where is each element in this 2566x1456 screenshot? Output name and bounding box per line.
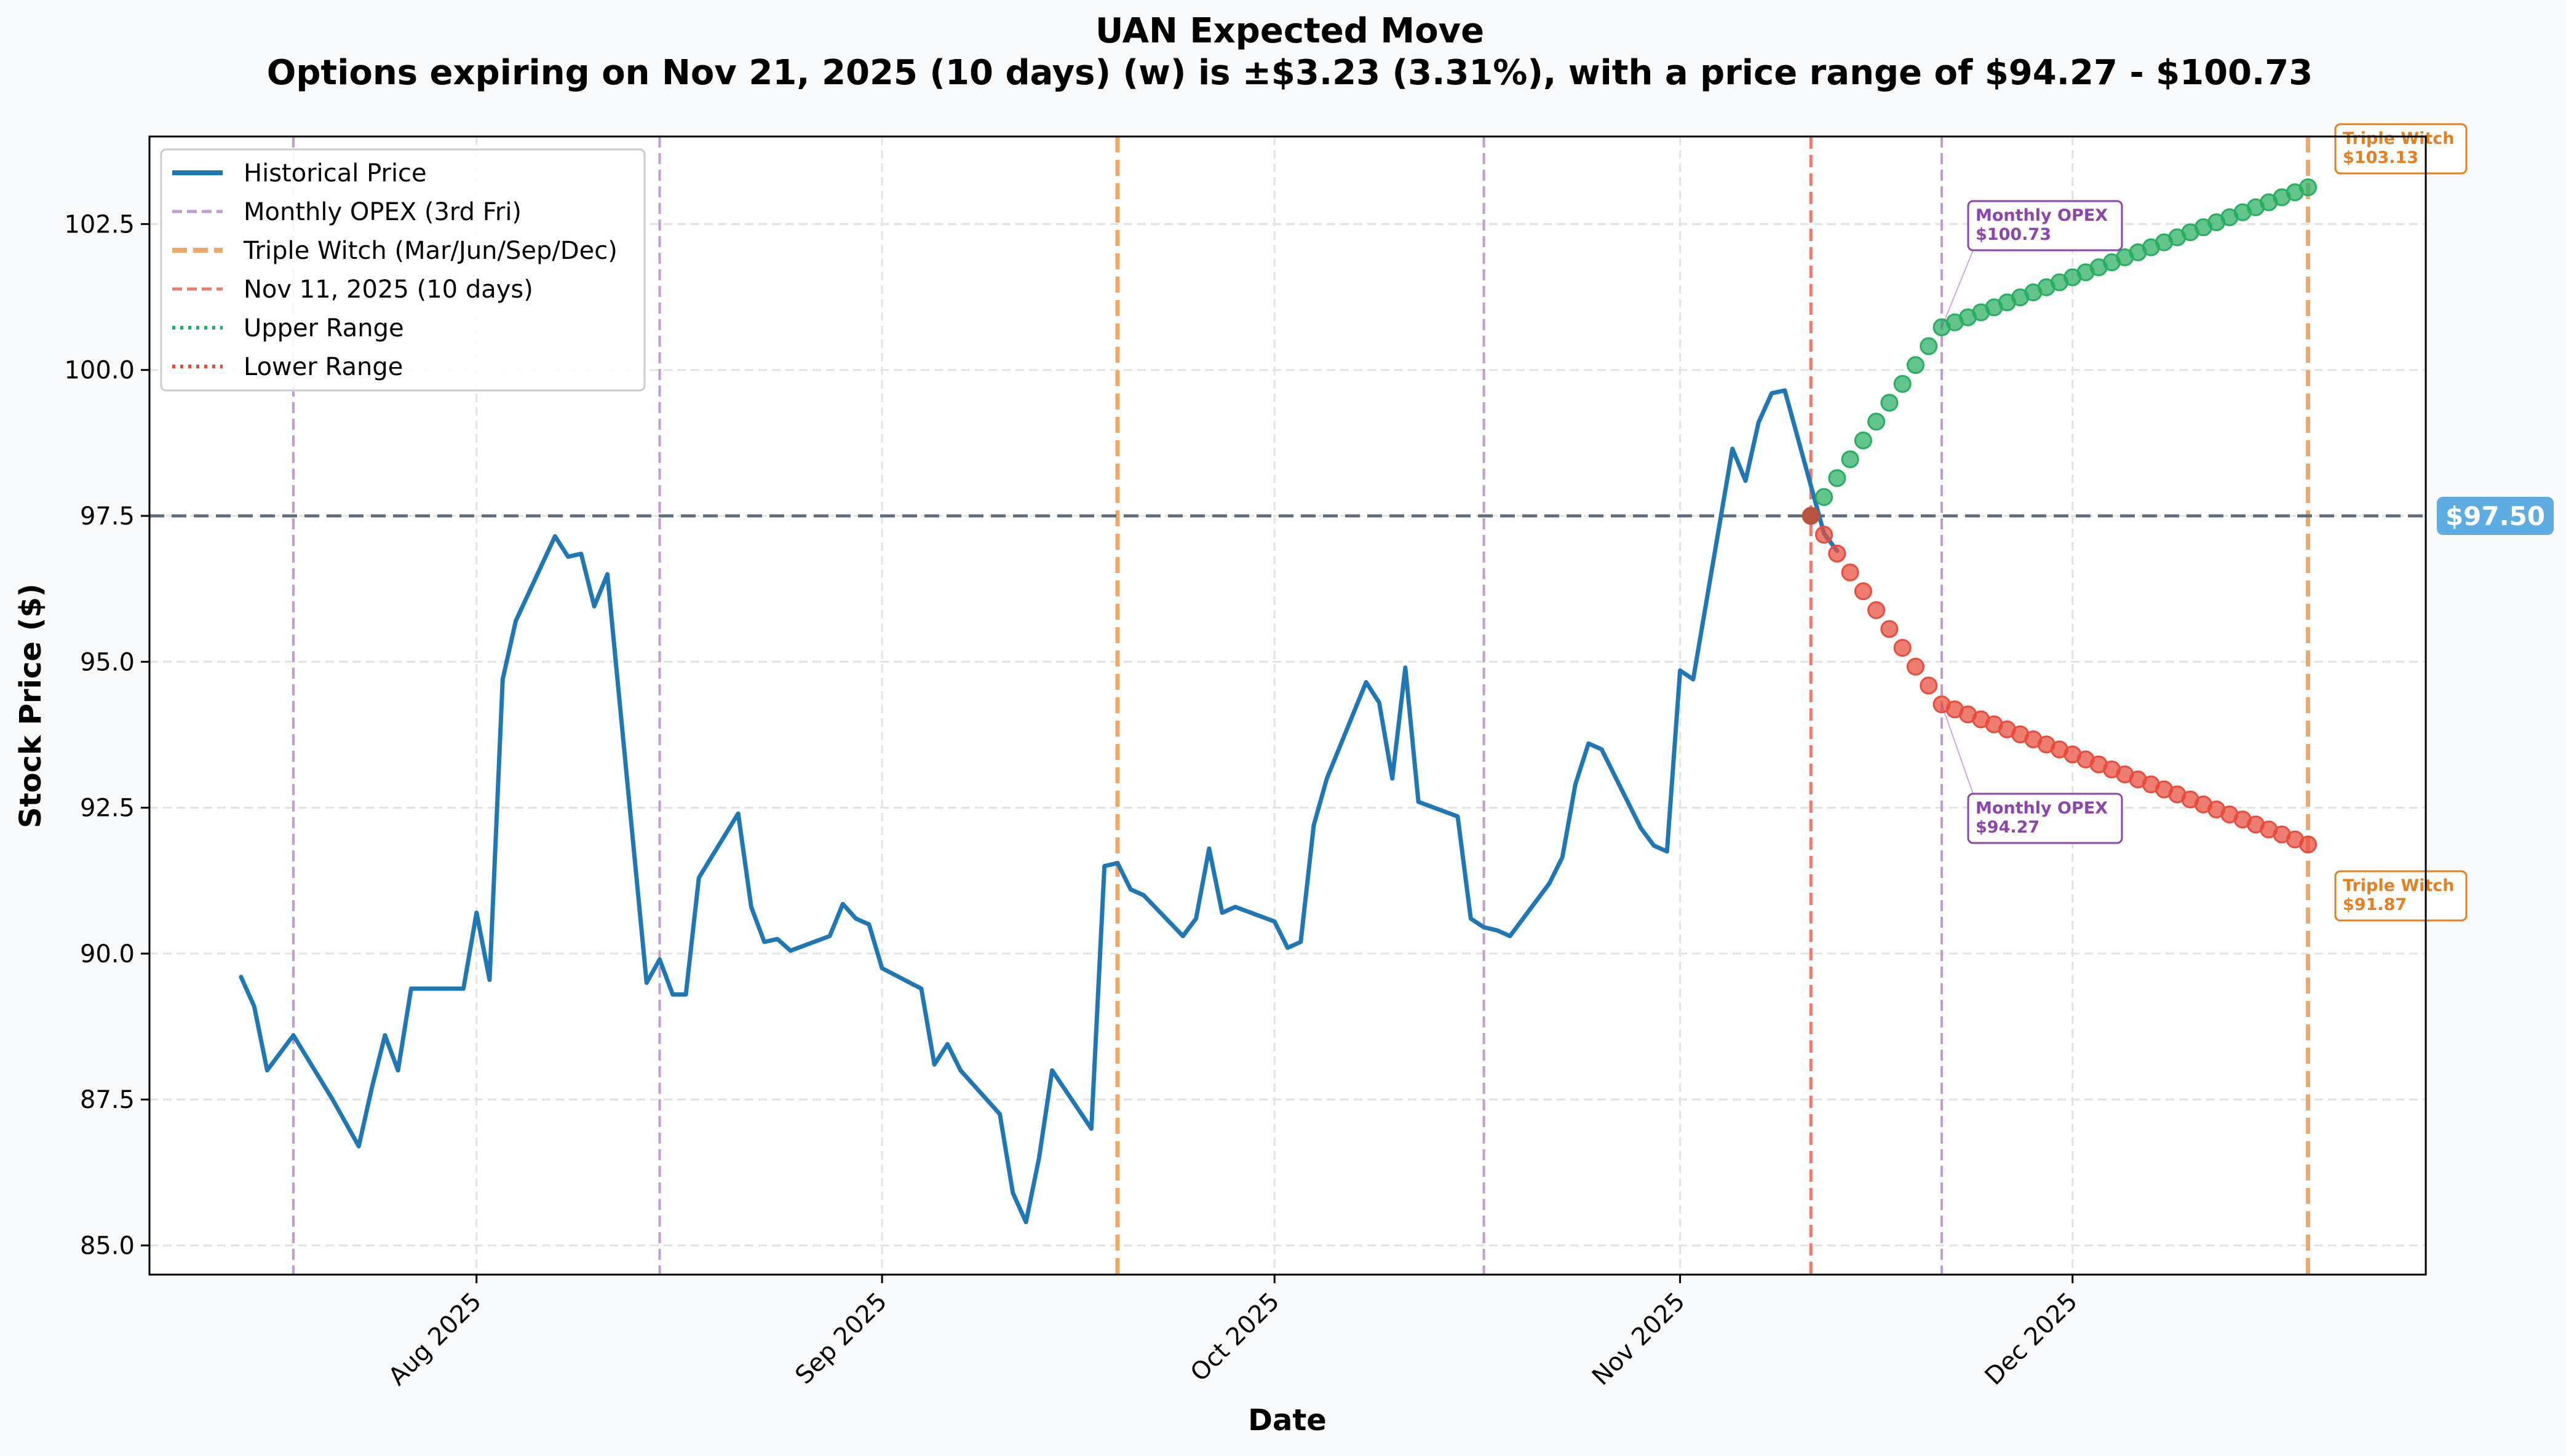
current-price-badge-bg <box>2437 497 2554 535</box>
upper-range-point <box>1893 374 1912 393</box>
chart-title: UAN Expected Move <box>1095 11 1484 51</box>
y-tick-label: 92.5 <box>80 794 135 823</box>
upper-range-point <box>2299 178 2318 197</box>
annotation-title: Monthly OPEX <box>1976 206 2108 225</box>
lower-range-point <box>1828 544 1846 563</box>
upper-range-point <box>1920 337 1938 355</box>
upper-range-point <box>1828 469 1846 488</box>
upper-range-point <box>1854 431 1872 449</box>
y-tick-label: 85.0 <box>80 1232 135 1260</box>
legend-entry: Nov 11, 2025 (10 days) <box>244 275 533 304</box>
current-price-badge-label: $97.50 <box>2445 501 2545 531</box>
annotation-upper-tw: Triple Witch$103.13 <box>2334 123 2468 175</box>
y-tick-label: 102.5 <box>64 210 135 239</box>
lower-range-point <box>1906 657 1924 676</box>
upper-range-point <box>1815 488 1833 506</box>
upper-range-point <box>1906 356 1924 374</box>
annotation-box <box>2334 870 2468 922</box>
lower-range-point <box>1854 582 1872 601</box>
annotation-value: $94.27 <box>1976 818 2040 837</box>
y-axis-ticks: 85.0 87.5 90.0 92.5 95.0 97.5 100.0 102.5 <box>64 210 149 1260</box>
legend: Historical Price Monthly OPEX (3rd Fri) Tr… <box>160 148 646 392</box>
annotation-value: $100.73 <box>1976 225 2051 244</box>
annotation-value: $91.87 <box>2343 895 2407 914</box>
annotation-title: Triple Witch <box>2343 129 2455 148</box>
y-axis-label: Stock Price ($) <box>14 584 48 828</box>
upper-range-point <box>1841 450 1859 469</box>
y-tick-label: 90.0 <box>80 940 135 968</box>
upper-range <box>1801 178 2318 525</box>
annotation-lower-opex: Monthly OPEX$94.27 <box>1941 704 2123 844</box>
annotation-title: Monthly OPEX <box>1976 799 2108 818</box>
range-start-point <box>1802 507 1820 524</box>
current-price-badge: $97.50 <box>2437 497 2554 535</box>
x-axis-label: Date <box>1248 1403 1327 1438</box>
annotation-title: Triple Witch <box>2343 876 2455 895</box>
annotation-lower-tw: Triple Witch$91.87 <box>2334 870 2468 922</box>
annotation-value: $103.13 <box>2343 148 2418 167</box>
legend-entry: Triple Witch (Mar/Jun/Sep/Dec) <box>243 237 618 265</box>
plot-frame <box>148 135 2427 1276</box>
annotation-leader <box>1941 704 1974 794</box>
y-tick-label: 87.5 <box>80 1086 135 1114</box>
annotation-box <box>1967 793 2123 844</box>
historical-price-line <box>239 388 1840 1225</box>
lower-range-point <box>1920 676 1938 695</box>
y-tick-label: 95.0 <box>80 648 135 676</box>
legend-entry: Historical Price <box>244 159 427 188</box>
annotation-box <box>1967 200 2123 251</box>
lower-range-point <box>1841 563 1859 582</box>
legend-entry: Monthly OPEX (3rd Fri) <box>244 198 522 226</box>
lower-range-point <box>1815 526 1833 544</box>
lower-range-point <box>2299 835 2318 853</box>
lower-range <box>1801 507 2318 853</box>
y-tick-label: 100.0 <box>64 357 135 385</box>
lower-range-point <box>1880 620 1899 638</box>
series-group <box>239 178 2318 1225</box>
upper-range-point <box>1880 394 1899 412</box>
annotation-upper-opex: Monthly OPEX$100.73 <box>1941 200 2123 328</box>
legend-frame <box>160 148 646 392</box>
upper-range-point <box>1867 413 1886 431</box>
lower-range-point <box>1867 601 1886 619</box>
lower-range-point <box>1893 639 1912 657</box>
annotation-leader <box>1941 250 1974 328</box>
y-tick-label: 97.5 <box>80 502 135 531</box>
legend-entry: Upper Range <box>244 314 404 342</box>
legend-entry: Lower Range <box>244 353 403 381</box>
chart-subtitle: Options expiring on Nov 21, 2025 (10 day… <box>267 53 2313 93</box>
